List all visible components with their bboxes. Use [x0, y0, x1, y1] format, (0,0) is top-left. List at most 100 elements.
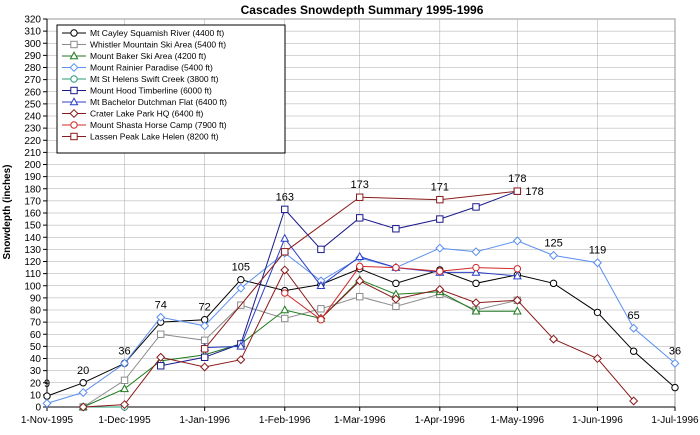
legend-label: Whistler Mountain Ski Area (5400 ft): [90, 40, 226, 50]
x-tick-label: 1-Apr-1996: [415, 415, 465, 426]
series-line: [160, 190, 518, 367]
y-tick-label: 60: [30, 330, 42, 341]
data-point: [671, 383, 679, 392]
series-1: [43, 265, 679, 400]
data-point: [316, 280, 326, 290]
legend-marker: [69, 51, 79, 60]
data-point: [356, 262, 364, 271]
data-label: 36: [118, 345, 130, 357]
legend-entry: Mount Baker Ski Area (4200 ft): [62, 51, 206, 61]
data-point: [512, 306, 522, 315]
legend-marker: [70, 29, 78, 37]
data-label: 125: [544, 237, 562, 249]
y-tick-label: 200: [24, 160, 41, 171]
y-tick-label: 190: [24, 172, 41, 183]
legend-entry: Crater Lake Park HQ (6400 ft): [62, 109, 204, 119]
data-point: [391, 294, 401, 304]
series-line: [82, 293, 518, 408]
y-tick-label: 120: [24, 257, 41, 268]
data-point: [120, 383, 129, 393]
data-label: 9: [44, 378, 50, 390]
y-tick-label: 300: [24, 39, 41, 50]
data-point: [513, 265, 522, 273]
data-point: [156, 352, 166, 362]
data-label: 171: [431, 182, 449, 194]
x-tick-label: 1-Mar-1996: [334, 415, 386, 426]
data-point: [157, 362, 165, 370]
data-point: [435, 284, 445, 294]
series-6: [157, 187, 522, 370]
y-tick-label: 30: [30, 366, 42, 377]
y-tick-label: 230: [24, 124, 41, 135]
legend-entry: Mount Hood Timberline (6000 ft): [62, 86, 212, 96]
data-point: [670, 358, 680, 368]
data-point: [392, 263, 400, 272]
data-point: [317, 245, 325, 254]
data-point: [512, 271, 522, 280]
data-label: 105: [232, 262, 250, 274]
data-point: [436, 215, 444, 223]
data-point: [200, 336, 209, 345]
axes-layer: 0102030405060708090100110120130140150160…: [21, 15, 699, 427]
data-point: [317, 305, 325, 313]
x-tick-label: 1-Feb-1996: [259, 415, 311, 426]
y-tick-label: 280: [24, 63, 41, 74]
y-tick-label: 240: [24, 112, 41, 123]
data-point: [436, 195, 444, 204]
legend-label: Lassen Peak Lake Helen (8200 ft): [90, 132, 219, 142]
data-point: [120, 376, 129, 385]
data-point: [317, 316, 325, 324]
data-point: [472, 279, 480, 288]
legend-box: [56, 24, 286, 154]
data-label: 163: [276, 191, 294, 203]
y-tick-label: 220: [24, 136, 41, 147]
data-point: [237, 275, 245, 284]
data-point: [356, 214, 364, 222]
data-point: [236, 341, 246, 350]
data-point: [549, 250, 559, 260]
y-tick-label: 270: [24, 75, 41, 86]
x-tick-label: 1-Jun-1996: [572, 415, 623, 426]
y-tick-label: 20: [30, 378, 42, 389]
data-point: [281, 248, 289, 256]
series-layer: [42, 187, 680, 412]
data-point: [120, 400, 130, 410]
data-point: [120, 358, 130, 368]
y-tick-label: 130: [24, 245, 41, 256]
data-point: [471, 306, 481, 315]
data-point: [236, 355, 246, 365]
y-tick-label: 10: [30, 390, 42, 401]
series-9: [281, 262, 522, 324]
y-tick-label: 260: [24, 87, 41, 98]
data-label: 36: [669, 345, 681, 357]
y-tick-label: 250: [24, 99, 41, 110]
y-tick-label: 90: [30, 293, 42, 304]
legend-label: Mount Baker Ski Area (4200 ft): [90, 51, 206, 61]
data-point: [629, 347, 638, 355]
data-point: [200, 321, 210, 331]
data-label: 119: [589, 245, 607, 257]
y-tick-label: 40: [30, 354, 42, 365]
data-point: [280, 233, 290, 242]
legend-label: Mount Rainier Paradise (5400 ft): [90, 63, 213, 73]
y-tick-label: 80: [30, 306, 42, 317]
legend-entry: Mt Bachelor Dutchman Flat (6400 ft): [62, 97, 227, 107]
data-label: 74: [155, 299, 167, 311]
x-tick-label: 1-Dec-1995: [98, 415, 151, 426]
legend-label: Mt St Helens Swift Creek (3800 ft): [90, 74, 219, 84]
data-point: [355, 251, 365, 260]
data-point: [549, 334, 559, 344]
x-tick-label: 1-May-1996: [491, 415, 545, 426]
data-point: [435, 243, 445, 253]
data-label: 173: [351, 179, 369, 191]
legend-entry: Mount Shasta Horse Camp (7900 ft): [62, 120, 227, 130]
data-point: [471, 267, 481, 276]
legend-label: Mt Cayley Squamish River (4400 ft): [90, 28, 224, 38]
data-point: [78, 387, 88, 397]
y-tick-label: 110: [25, 269, 41, 280]
data-label: 72: [199, 302, 211, 314]
y-tick-label: 100: [24, 281, 41, 292]
y-tick-label: 180: [24, 184, 41, 195]
legend-marker: [70, 40, 78, 49]
